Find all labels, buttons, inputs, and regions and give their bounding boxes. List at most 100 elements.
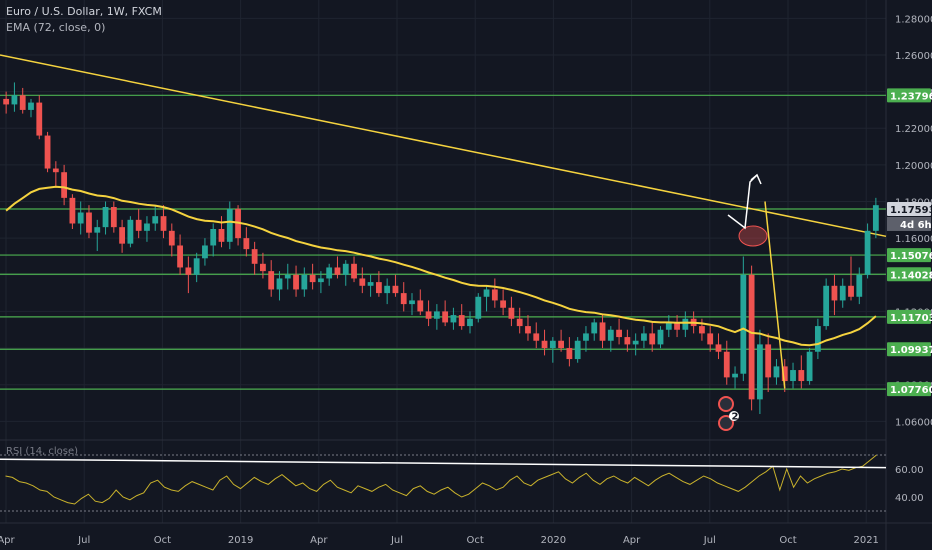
price-tag-label: 1.23796 [890, 91, 932, 102]
candle-body [144, 223, 150, 231]
x-axis-tick-label: Jul [703, 535, 716, 546]
candle-body [483, 289, 490, 297]
x-axis-tick-label: Oct [154, 535, 171, 546]
candle-body [458, 315, 465, 327]
rsi-label: RSI (14, close) [6, 446, 79, 457]
candle-body [591, 322, 598, 334]
badge-circle [729, 411, 739, 421]
candle-body [19, 95, 26, 110]
candle-body [665, 322, 672, 330]
candle-body [226, 208, 233, 242]
candle-body [607, 329, 614, 341]
price-tag [887, 382, 931, 397]
candle-body [798, 370, 805, 382]
price-tag [887, 88, 931, 103]
y-axis-tick-label: 1.20000 [895, 161, 932, 172]
candle-body [839, 285, 846, 301]
candle-body [102, 207, 109, 228]
candle-body [334, 267, 341, 275]
price-tag [887, 267, 931, 282]
candle-body [806, 351, 813, 382]
candle-body [375, 282, 382, 294]
x-axis-tick-label: Apr [310, 535, 328, 546]
candle-body [657, 329, 664, 345]
candle-body [467, 318, 473, 327]
rsi-tick-label: 60.00 [895, 465, 924, 476]
candle-body [210, 228, 217, 246]
rsi-line [5, 454, 877, 505]
y-axis-tick-label: 1.06000 [895, 417, 932, 428]
candle-body [11, 95, 18, 105]
descending-trendline [0, 54, 887, 238]
candle-body [301, 274, 308, 290]
chart-title: Euro / U.S. Dollar, 1W, FXCM [6, 5, 162, 18]
candle-body [732, 373, 738, 378]
candle-body [500, 300, 507, 308]
candle-body [707, 333, 714, 345]
candle-body [177, 245, 183, 268]
candle-body [94, 227, 101, 233]
ema-line [5, 185, 877, 347]
x-axis-tick-label: Jul [390, 535, 403, 546]
candle-body [417, 300, 424, 312]
badge-count: 2 [732, 412, 739, 423]
arrow-head-icon [750, 173, 762, 185]
target-zone-ellipse [738, 225, 768, 247]
candle-body [135, 219, 142, 231]
candle-body [525, 326, 531, 334]
candle-body [293, 274, 299, 290]
candle-body [351, 263, 357, 279]
candle-body [384, 285, 391, 294]
candle-body [599, 322, 606, 341]
candle-body [442, 311, 449, 323]
x-axis-tick-label: 2021 [853, 535, 878, 546]
candle-body [773, 366, 780, 378]
candle-body [77, 212, 84, 224]
rsi-trendline [0, 458, 887, 469]
price-tag-label: 1.11703 [890, 313, 932, 324]
candle-body [682, 318, 689, 330]
candle-body [790, 370, 796, 382]
candle-body [367, 282, 374, 286]
candle-body [28, 102, 34, 110]
candle-body [699, 326, 705, 334]
candle-body [433, 311, 440, 319]
price-tag [887, 248, 931, 263]
candle-body [740, 274, 747, 374]
x-axis-tick-label: Apr [623, 535, 641, 546]
candle-body [152, 216, 159, 224]
candle-body [3, 98, 10, 105]
candle-body [641, 333, 647, 341]
candle-body [674, 322, 680, 330]
candle-body [202, 245, 208, 259]
candle-body [814, 326, 821, 352]
candle-body [649, 333, 656, 345]
rsi-tick-label: 40.00 [895, 493, 924, 504]
x-axis-tick-label: 2019 [228, 535, 253, 546]
candle-body [765, 344, 772, 378]
candle-body [475, 296, 482, 319]
event-marker-icon [718, 415, 734, 431]
candle-body [284, 274, 291, 279]
price-tag-label: 1.15076 [890, 251, 932, 262]
candle-body [168, 230, 175, 246]
y-axis-tick-label: 1.22000 [895, 124, 932, 135]
candle-body [872, 205, 879, 231]
candle-body [848, 285, 854, 297]
candle-body [243, 238, 250, 250]
candle-body [86, 212, 92, 233]
candle-body [558, 340, 565, 349]
candle-body [566, 348, 573, 360]
price-tag [887, 342, 931, 357]
x-axis-tick-label: Oct [779, 535, 796, 546]
candle-body [309, 274, 316, 283]
candle-body [392, 285, 399, 294]
candle-body [632, 340, 639, 345]
candle-body [541, 340, 548, 349]
price-tag-label: 1.09937 [890, 345, 932, 356]
chart-legend: Euro / U.S. Dollar, 1W, FXCM EMA (72, cl… [6, 4, 162, 36]
candle-body [342, 263, 349, 275]
price-tag [887, 309, 931, 324]
candle-body [831, 285, 838, 301]
